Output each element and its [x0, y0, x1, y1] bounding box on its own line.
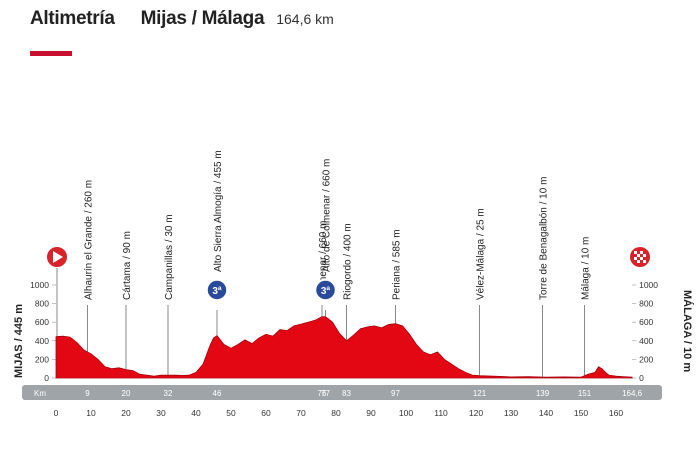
waypoint-label: Alto Sierra Almogía / 455 m: [213, 150, 224, 272]
x-tick-label: 110: [434, 408, 448, 418]
x-tick-label: 160: [609, 408, 623, 418]
y-tick-label-right: 200: [639, 354, 653, 364]
x-tick-label: 20: [121, 408, 131, 418]
start-arrow-icon: [53, 251, 63, 263]
waypoint-label: Vélez-Málaga / 25 m: [476, 208, 487, 300]
y-tick-label-left: 1000: [30, 280, 49, 290]
start-label: MIJAS / 445 m: [13, 304, 25, 378]
elevation-profile-area: [55, 316, 633, 379]
x-tick-label: 0: [54, 408, 59, 418]
chart-title: Altimetría: [30, 8, 115, 29]
x-tick-label: 90: [366, 408, 376, 418]
y-tick-label-left: 800: [35, 299, 49, 309]
title-accent-bar: [30, 51, 72, 56]
finish-check-square: [637, 254, 640, 257]
y-tick-label-right: 400: [639, 336, 653, 346]
x-tick-label: 150: [574, 408, 588, 418]
chart-header: Altimetría Mijas / Málaga 164,6 km: [30, 8, 334, 30]
finish-check-square: [643, 254, 646, 257]
km-marker-label: 77: [321, 389, 330, 398]
y-tick-label-left: 600: [35, 317, 49, 327]
km-band-axis-label: Km: [34, 389, 46, 398]
y-tick-label-left: 0: [44, 373, 49, 383]
km-marker-label: 9: [85, 389, 90, 398]
waypoint-label: Campanillas / 30 m: [164, 214, 175, 300]
y-tick-label-left: 400: [35, 336, 49, 346]
finish-check-square: [634, 251, 637, 254]
km-marker-label: 121: [473, 389, 487, 398]
km-marker-label: 46: [213, 389, 222, 398]
km-marker-label: 76: [318, 389, 327, 398]
waypoint-label: Torre de Benagalbón / 10 m: [539, 177, 550, 300]
km-marker-label: 151: [578, 389, 592, 398]
x-tick-label: 80: [331, 408, 341, 418]
km-marker-label: 139: [536, 389, 550, 398]
route-title: Mijas / Málaga: [140, 8, 265, 29]
finish-check-square: [637, 260, 640, 263]
route-distance: 164,6 km: [276, 11, 334, 27]
km-marker-label: 164,6: [622, 389, 643, 398]
x-tick-label: 120: [469, 408, 483, 418]
waypoint-label: Alto de Colmenar / 660 m: [322, 159, 333, 272]
waypoint-label: Cártama / 90 m: [122, 231, 133, 300]
waypoint-label: Málaga / 10 m: [581, 237, 592, 300]
waypoint-label: Riogordo / 400 m: [343, 223, 354, 300]
y-tick-label-right: 600: [639, 317, 653, 327]
x-tick-label: 40: [191, 408, 201, 418]
finish-check-square: [640, 251, 643, 254]
climb-category-label: 3ª: [321, 286, 331, 297]
climb-category-badge: [206, 279, 228, 301]
km-marker-label: 83: [342, 389, 351, 398]
waypoint-label: Colmenar / 660 m: [318, 221, 329, 300]
x-tick-label: 100: [399, 408, 413, 418]
km-marker-label: 20: [122, 389, 131, 398]
finish-label: MÁLAGA / 10 m: [681, 290, 694, 372]
finish-check-square: [640, 257, 643, 260]
waypoint-label: Periana / 585 m: [392, 229, 403, 300]
finish-check-square: [634, 257, 637, 260]
y-tick-label-left: 200: [35, 354, 49, 364]
km-band: [22, 385, 662, 400]
x-tick-label: 130: [504, 408, 518, 418]
x-tick-label: 60: [261, 408, 271, 418]
x-tick-label: 10: [86, 408, 96, 418]
x-tick-label: 50: [226, 408, 236, 418]
finish-check-square: [643, 260, 646, 263]
waypoint-label: Alhaurín el Grande / 260 m: [84, 180, 95, 300]
km-marker-label: 32: [164, 389, 173, 398]
y-tick-label-right: 1000: [639, 280, 658, 290]
y-tick-label-right: 800: [639, 299, 653, 309]
km-marker-label: 97: [391, 389, 400, 398]
x-tick-label: 70: [296, 408, 306, 418]
x-tick-label: 30: [156, 408, 166, 418]
climb-category-label: 3ª: [212, 286, 222, 297]
y-tick-label-right: 0: [639, 373, 644, 383]
climb-category-badge: [314, 279, 337, 301]
x-tick-label: 140: [539, 408, 553, 418]
